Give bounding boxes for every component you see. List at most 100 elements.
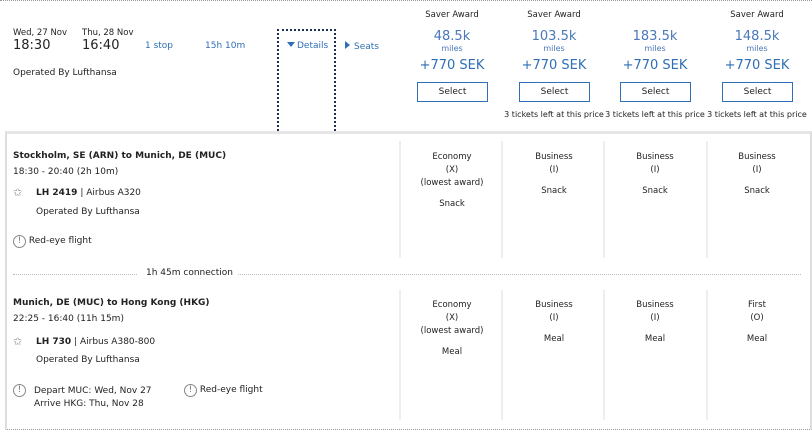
tickets-left: 3 tickets left at this price xyxy=(504,110,604,119)
meal: Meal xyxy=(644,334,666,344)
miles-price: 48.5k xyxy=(433,29,471,44)
segment-operated-by: Operated By Lufthansa xyxy=(36,355,140,365)
miles-label: miles xyxy=(644,44,666,53)
aircraft: Airbus A380-800 xyxy=(79,337,156,347)
aircraft: Airbus A320 xyxy=(86,188,141,198)
details-focus-box xyxy=(277,29,336,131)
cabin-cell: Business (I) Snack xyxy=(706,151,808,198)
caret-right-icon xyxy=(345,41,350,49)
tickets-left: 3 tickets left at this price xyxy=(707,110,807,119)
segment-times: 18:30 - 20:40 (2h 10m) xyxy=(13,167,119,177)
arrive-date: Thu, 28 Nov xyxy=(82,28,134,38)
cabin-name: Economy xyxy=(432,300,472,310)
segment-route: Munich, DE (MUC) to Hong Kong (HKG) xyxy=(13,298,210,308)
star-alliance-icon: ✩ xyxy=(13,335,23,348)
cabin-cell: Business (I) Snack xyxy=(604,151,706,198)
meal: Snack xyxy=(744,186,770,196)
cabin-cell: Economy (X) (lowest award) Meal xyxy=(401,299,503,359)
segment-operated-by: Operated By Lufthansa xyxy=(36,207,140,217)
caret-down-icon xyxy=(287,42,295,47)
meal: Snack xyxy=(541,186,567,196)
cabin-name: Business xyxy=(535,152,573,162)
meal: Meal xyxy=(746,334,768,344)
warning-note: ! xyxy=(13,384,26,397)
award-type: Saver Award xyxy=(425,10,479,20)
cabin-cell: Business (I) Snack xyxy=(503,151,605,198)
column-divider xyxy=(706,290,708,420)
warning-icon: ! xyxy=(13,235,26,248)
flight-info: LH 2419 | Airbus A320 xyxy=(36,188,141,198)
star-alliance-icon: ✩ xyxy=(13,186,23,199)
stops-link[interactable]: 1 stop xyxy=(145,41,174,51)
cabin-name: Business xyxy=(738,152,776,162)
cabin-name: Business xyxy=(535,300,573,310)
select-button[interactable]: Select xyxy=(417,82,488,102)
cabin-cell: First (O) Meal xyxy=(706,299,808,346)
cabin-cell: Economy (X) (lowest award) Snack xyxy=(401,151,503,211)
warning-note: ! Red-eye flight xyxy=(13,235,92,248)
award-type: Saver Award xyxy=(730,10,784,20)
seats-toggle[interactable]: Seats xyxy=(345,41,379,52)
miles-label: miles xyxy=(441,44,463,53)
booking-code: (X) xyxy=(445,313,459,323)
note-text: Red-eye flight xyxy=(28,236,92,246)
booking-code: (X) xyxy=(445,165,459,175)
flight-number: LH 2419 xyxy=(36,188,78,198)
miles-label: miles xyxy=(543,44,565,53)
cabin-extra: (lowest award) xyxy=(420,178,484,188)
miles-price: 183.5k xyxy=(632,29,678,44)
column-divider xyxy=(706,141,708,258)
connection-time: 1h 45m connection xyxy=(146,268,233,278)
booking-code: (I) xyxy=(650,313,660,323)
tax-price: +770 SEK xyxy=(521,58,587,73)
operated-by: Operated By Lufthansa xyxy=(13,68,117,78)
cabin-cell: Business (I) Meal xyxy=(503,299,605,346)
meal: Snack xyxy=(439,199,465,209)
cabin-name: Economy xyxy=(432,152,472,162)
duration: 15h 10m xyxy=(205,41,246,51)
column-divider xyxy=(501,290,503,420)
column-divider xyxy=(501,141,503,258)
meal: Meal xyxy=(543,334,565,344)
depart-date: Wed, 27 Nov xyxy=(13,28,68,38)
booking-code: (O) xyxy=(750,313,764,323)
connection-divider xyxy=(238,274,801,275)
select-button[interactable]: Select xyxy=(620,82,691,102)
arrive-time: 16:40 xyxy=(82,38,120,53)
miles-price: 148.5k xyxy=(734,29,780,44)
cabin-cell: Business (I) Meal xyxy=(604,299,706,346)
note-text: Red-eye flight xyxy=(199,385,263,395)
booking-code: (I) xyxy=(752,165,762,175)
booking-code: (I) xyxy=(549,165,559,175)
tax-price: +770 SEK xyxy=(419,58,485,73)
details-toggle[interactable]: Details xyxy=(287,41,328,51)
flight-info: LH 730 | Airbus A380-800 xyxy=(36,337,155,347)
select-button[interactable]: Select xyxy=(722,82,793,102)
seats-label: Seats xyxy=(354,42,379,52)
separator: | xyxy=(74,337,78,347)
note-text: Depart MUC: Wed, Nov 27 xyxy=(34,386,152,396)
cabin-name: Business xyxy=(636,152,674,162)
flight-number: LH 730 xyxy=(36,337,72,347)
segment-route: Stockholm, SE (ARN) to Munich, DE (MUC) xyxy=(13,151,227,161)
connection-divider xyxy=(13,274,137,275)
warning-icon: ! xyxy=(13,384,26,397)
column-divider xyxy=(399,290,401,420)
depart-time: 18:30 xyxy=(13,38,51,53)
details-panel xyxy=(5,131,812,430)
tickets-left: 3 tickets left at this price xyxy=(605,110,705,119)
separator: | xyxy=(80,188,84,198)
warning-icon: ! xyxy=(184,384,197,397)
miles-price: 103.5k xyxy=(531,29,577,44)
award-type: Saver Award xyxy=(527,10,581,20)
tax-price: +770 SEK xyxy=(724,58,790,73)
miles-label: miles xyxy=(746,44,768,53)
meal: Snack xyxy=(642,186,668,196)
column-divider xyxy=(399,141,401,258)
top-divider xyxy=(0,0,812,1)
select-button[interactable]: Select xyxy=(519,82,590,102)
booking-code: (I) xyxy=(650,165,660,175)
booking-code: (I) xyxy=(549,313,559,323)
note-text: Arrive HKG: Thu, Nov 28 xyxy=(34,399,144,409)
details-label: Details xyxy=(297,41,329,51)
